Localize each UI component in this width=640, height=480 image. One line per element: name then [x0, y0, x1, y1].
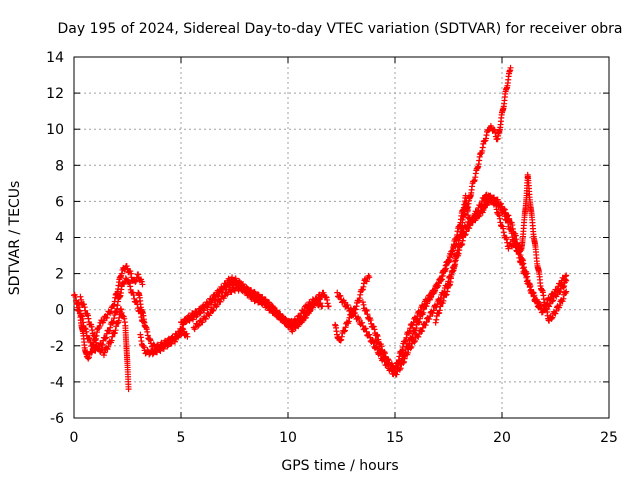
series-markers	[432, 171, 570, 326]
x-axis: 0 5 10 15 20 25	[70, 57, 618, 446]
series-track-2	[73, 263, 146, 362]
series-track-12	[432, 171, 570, 326]
x-tick-label: 10	[279, 430, 297, 446]
y-tick-label: -2	[50, 339, 64, 355]
y-axis-label: SDTVAR / TECUs	[7, 181, 23, 296]
y-tick-label: 0	[55, 303, 64, 319]
x-tick-label: 5	[177, 430, 186, 446]
y-tick-label: 2	[55, 267, 64, 283]
y-tick-label: 12	[46, 86, 64, 102]
series-markers	[372, 64, 514, 376]
x-tick-label: 20	[493, 430, 511, 446]
data-markers	[71, 64, 570, 393]
y-tick-label: 8	[55, 158, 64, 174]
x-axis-label: GPS time / hours	[281, 458, 398, 474]
y-tick-label: 6	[55, 194, 64, 210]
y-tick-label: -4	[50, 375, 64, 391]
y-tick-label: 14	[46, 50, 64, 66]
series-track-7	[190, 282, 326, 333]
grid	[74, 57, 609, 418]
series-markers	[77, 293, 132, 393]
series-track-11	[372, 64, 514, 376]
x-tick-label: 0	[70, 430, 79, 446]
series-markers	[190, 282, 326, 333]
y-axis: -6 -4 -2 0 2 4 6 8 10 12 14	[46, 50, 609, 427]
series-track-3	[77, 293, 132, 393]
x-tick-label: 25	[600, 430, 618, 446]
y-tick-label: 10	[46, 122, 64, 138]
y-tick-label: -6	[50, 411, 64, 427]
y-tick-label: 4	[55, 231, 64, 247]
chart-title: Day 195 of 2024, Sidereal Day-to-day VTE…	[57, 21, 622, 37]
series-markers	[73, 263, 146, 362]
x-tick-label: 15	[386, 430, 404, 446]
